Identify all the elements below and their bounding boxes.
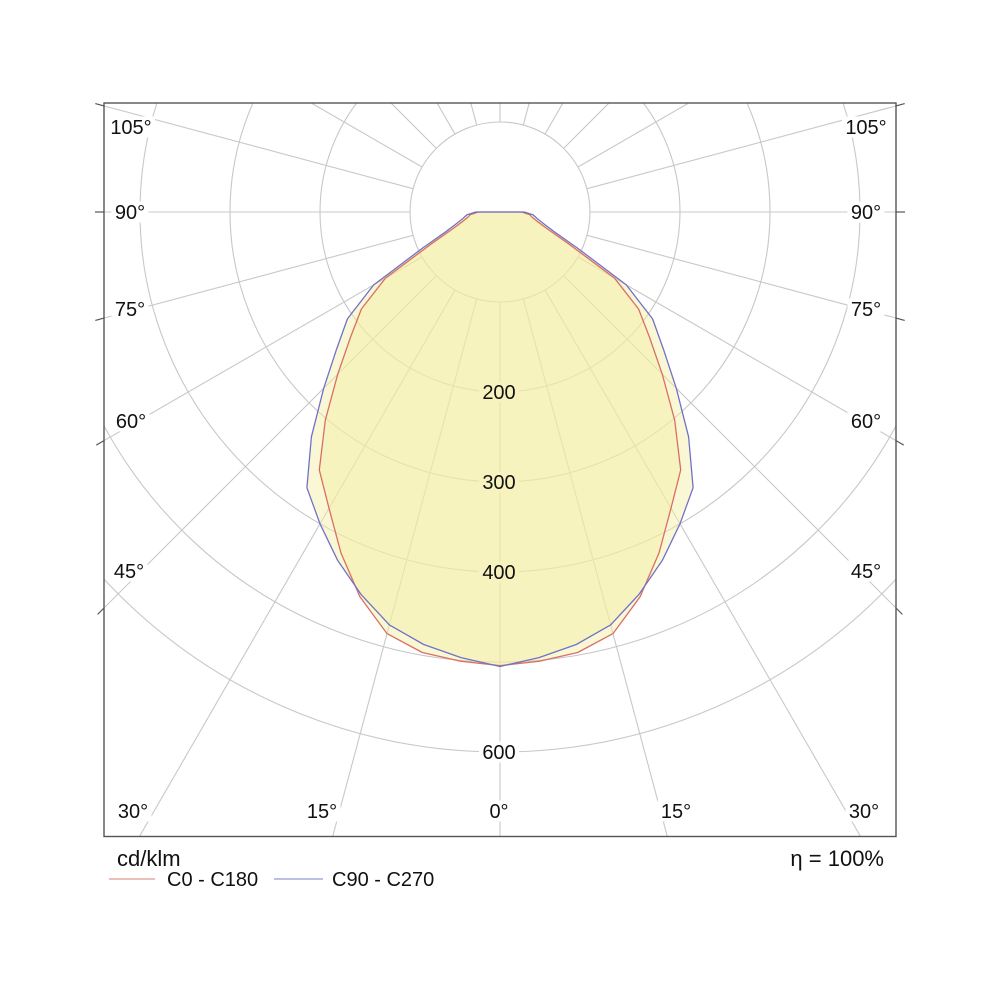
radial-label-box [479, 561, 519, 583]
angle-label-right-box [845, 800, 883, 822]
angle-label-right-box [847, 560, 885, 582]
angle-label-right-box [847, 298, 885, 320]
angle-label-bottom-box [657, 800, 695, 822]
grid-ray [104, 105, 414, 190]
intensity-curves [306, 211, 694, 668]
angle-label-left: 105° [110, 117, 151, 139]
grid-ray [522, 298, 668, 837]
angle-label-left-box [110, 560, 148, 582]
angle-label-bottom: 0° [489, 801, 508, 823]
grid-ray [390, 103, 437, 149]
angle-tick [95, 102, 105, 107]
angle-label-left: 75° [115, 299, 145, 321]
angle-label-right: 75° [851, 299, 881, 321]
angle-tick [895, 607, 903, 615]
angle-label-bottom: 15° [307, 801, 337, 823]
angle-label-bottom-box [486, 800, 512, 822]
grid-labels: 200 300 400 600 105° 90° 75° 60° 45° 30° 15° 0° 15° 3… [107, 116, 890, 823]
angle-label-bottom-box [303, 800, 341, 822]
grid-ray [522, 103, 530, 126]
angle-label-left-box [114, 800, 152, 822]
units-label: cd/klm [117, 846, 181, 871]
grid-ray [436, 103, 456, 135]
fill-c0-c180 [319, 212, 681, 666]
grid-ray [577, 103, 690, 168]
angle-tick [95, 317, 105, 322]
radial-label-box [479, 381, 519, 403]
grid-ray [104, 234, 414, 319]
angle-label-left: 90° [115, 202, 145, 224]
grid-ray [332, 298, 478, 837]
angle-label-left: 45° [114, 561, 144, 583]
plot-border [103, 102, 897, 838]
grid-ray [586, 105, 896, 190]
angle-label-right: 105° [845, 117, 886, 139]
grid-ray [563, 103, 610, 149]
curve-c0-c180 [318, 211, 682, 667]
grid-ray [470, 103, 478, 126]
grid-ray [544, 103, 564, 135]
angle-label-right-box [842, 116, 890, 138]
angle-label-right-box [847, 201, 885, 223]
angle-label-bottom: 15° [661, 801, 691, 823]
angle-tick [895, 317, 905, 322]
radial-label: 400 [482, 562, 515, 584]
border-ticks [95, 102, 905, 615]
angle-tick [95, 440, 105, 446]
legend-label-c0-c180: C0 - C180 [167, 869, 258, 891]
angle-tick [895, 440, 905, 446]
angle-label-left: 60° [116, 411, 146, 433]
radial-label-box [479, 741, 519, 763]
radial-label: 300 [482, 472, 515, 494]
angle-label-left-box [111, 298, 149, 320]
angle-label-right: 90° [851, 202, 881, 224]
grid-ray [577, 256, 896, 442]
radial-label-box [479, 471, 519, 493]
angle-label-left: 30° [118, 801, 148, 823]
angle-label-left-box [111, 201, 149, 223]
angle-label-left-box [107, 116, 155, 138]
angle-label-left-box [112, 410, 150, 432]
grid-ray [104, 256, 423, 442]
angle-tick [97, 607, 105, 615]
angle-label-right: 60° [851, 411, 881, 433]
angle-label-right-box [847, 410, 885, 432]
curve-c90-c270 [306, 211, 694, 668]
grid-ray [586, 234, 896, 319]
grid-ray [544, 289, 862, 837]
angle-tick [895, 102, 905, 107]
grid-ray [138, 289, 456, 837]
radial-label: 600 [482, 742, 515, 764]
legend-label-c90-c270: C90 - C270 [332, 869, 434, 891]
fill-c90-c270 [306, 212, 694, 667]
chart-footer: cd/klm C0 - C180 C90 - C270 η = 100% [109, 846, 884, 891]
legend: C0 - C180 C90 - C270 [109, 869, 434, 891]
intensity-fill [306, 212, 694, 667]
angle-label-right: 30° [849, 801, 879, 823]
grid-ray [310, 103, 423, 168]
angle-label-right: 45° [851, 561, 881, 583]
efficiency-label: η = 100% [790, 846, 884, 871]
radial-label: 200 [482, 382, 515, 404]
